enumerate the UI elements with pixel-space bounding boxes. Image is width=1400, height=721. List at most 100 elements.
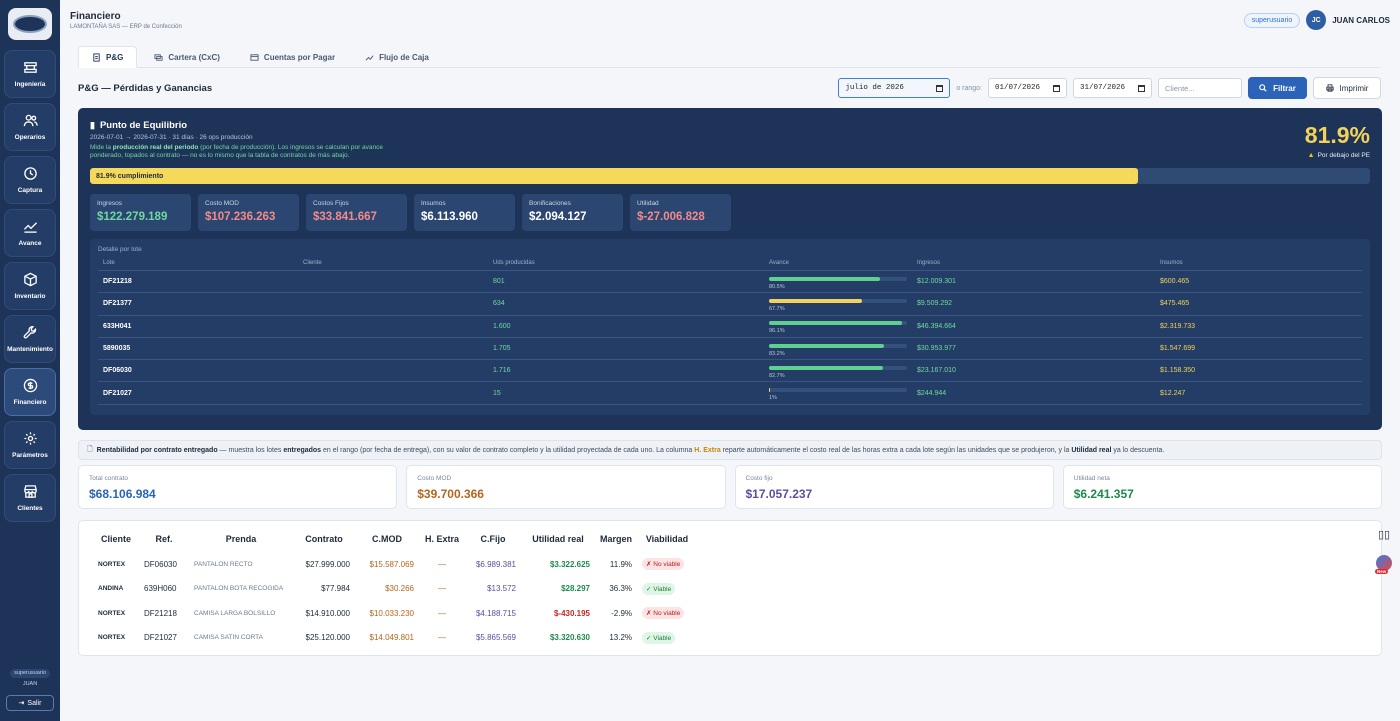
- lot-units: 1.600: [488, 315, 764, 338]
- contract-mod-cost: $10.033.230: [369, 608, 415, 618]
- range-label: o rango:: [956, 84, 982, 92]
- lot-income: $46.394.664: [912, 315, 1155, 338]
- right-floating-icons: ▯▯ New: [1375, 528, 1392, 574]
- filter-button[interactable]: Filtrar: [1248, 77, 1307, 99]
- company-logo[interactable]: [8, 8, 52, 40]
- credit-card-icon: [250, 53, 259, 61]
- main-area: Financiero LAMONTAÑA SAS — ERP de Confec…: [60, 0, 1400, 721]
- kpi-value: $122.279.189: [97, 211, 168, 223]
- contracts-column-header: Cliente: [100, 534, 131, 544]
- sidebar-item-ingenieria[interactable]: Ingeniería: [4, 50, 56, 98]
- contract-fixed-cost: $4.188.715: [475, 608, 516, 618]
- topbar: Financiero LAMONTAÑA SAS — ERP de Confec…: [60, 0, 1400, 40]
- break-even-period: 2026-07-01 → 2026-07-31 · 31 días · 26 o…: [90, 134, 253, 141]
- tab-cartera[interactable]: Cartera (CxC): [141, 46, 233, 68]
- lot-row[interactable]: 5890035 1.705 83.2% $30.953.977 $1.547.699: [98, 337, 1362, 361]
- lot-supplies: $475.465: [1155, 292, 1362, 316]
- sidebar-item-mantenimiento[interactable]: Mantenimiento: [4, 315, 56, 363]
- print-button[interactable]: Imprimir: [1313, 77, 1381, 99]
- section-header: P&G — Pérdidas y Ganancias julio de 2026…: [78, 76, 1381, 100]
- logout-label: Salir: [27, 699, 42, 707]
- sidebar-item-label: Ingeniería: [14, 81, 46, 88]
- contract-value: $27.999.000: [305, 559, 351, 569]
- document-icon: 🗋: [87, 445, 93, 453]
- date-from-field[interactable]: 01/07/2026: [988, 78, 1067, 98]
- calendar-icon: [936, 84, 944, 92]
- contract-row[interactable]: NORTEX DF21027 CAMISA SATIN CORTA $25.120.0…: [93, 626, 697, 651]
- contract-row[interactable]: NORTEX DF06030 PANTALON RECTO $27.999.000 $1…: [93, 552, 697, 577]
- month-picker[interactable]: julio de 2026: [838, 78, 951, 98]
- progress-percent: 80.5%: [769, 283, 785, 290]
- kpi-card: Bonificaciones $2.094.127: [522, 194, 623, 231]
- contract-client: ANDINA: [98, 585, 124, 593]
- summary-card: Total contrato $68.106.984: [78, 465, 398, 509]
- contract-fixed-cost: $6.989.381: [475, 559, 516, 569]
- lot-client: [298, 381, 488, 405]
- contract-client: NORTEX: [98, 609, 126, 617]
- compliance-bar: 81.9% cumplimiento: [90, 168, 1370, 184]
- sidebar-item-label: Operarios: [14, 134, 46, 141]
- date-to-value: 31/07/2026: [1080, 84, 1126, 92]
- sidebar-item-avance[interactable]: Avance: [4, 209, 56, 257]
- progress-bar-fill: [769, 388, 771, 393]
- lot-row[interactable]: DF06030 1.716 82.7% $23.167.010 $1.158.350: [98, 359, 1362, 383]
- break-even-card: ▮ Punto de Equilibrio 2026-07-01 → 2026-…: [78, 108, 1382, 430]
- lot-progress: 83.2%: [764, 337, 912, 361]
- lot-id: 633H041: [98, 315, 298, 338]
- summary-value: $68.106.984: [89, 487, 156, 501]
- print-label: Imprimir: [1339, 83, 1369, 93]
- progress-bar: [769, 343, 907, 348]
- contract-overtime: —: [438, 559, 446, 569]
- sidebar-item-label: Mantenimiento: [7, 346, 53, 353]
- whats-new-icon[interactable]: New: [1375, 555, 1392, 574]
- lot-id: 5890035: [98, 337, 298, 361]
- lot-row[interactable]: 633H041 1.600 96.1% $46.394.664 $2.319.733: [98, 315, 1362, 338]
- date-to-field[interactable]: 31/07/2026: [1073, 78, 1152, 98]
- lot-units: 634: [488, 292, 764, 316]
- gear-icon: [23, 432, 37, 445]
- kpi-card: Utilidad $-27.006.828: [630, 194, 731, 231]
- sidebar-item-label: Parámetros: [12, 452, 48, 459]
- kpi-value: $107.236.263: [205, 211, 276, 223]
- lot-supplies: $2.319.733: [1155, 315, 1362, 338]
- break-even-title-row: ▮ Punto de Equilibrio: [90, 120, 1370, 131]
- sidebar-item-captura[interactable]: Captura: [4, 156, 56, 204]
- lots-table: Lote Cliente Uds producidas Avance Ingresos I…: [98, 256, 1362, 405]
- progress-percent: 82.7%: [769, 372, 785, 379]
- contract-garment: PANTALON RECTO: [194, 560, 253, 568]
- tab-pyg[interactable]: P&G: [78, 46, 138, 68]
- username[interactable]: JUAN CARLOS: [1332, 15, 1390, 25]
- client-filter-input[interactable]: Cliente...: [1158, 78, 1242, 98]
- progress-bar: [769, 321, 907, 326]
- book-icon[interactable]: ▯▯: [1377, 529, 1391, 541]
- lot-units: 1.705: [488, 337, 764, 361]
- contract-row[interactable]: NORTEX DF21218 CAMISA LARGA BOLSILLO $14.91…: [93, 601, 697, 626]
- lot-income: $244.944: [912, 381, 1155, 405]
- lots-detail-title: Detalle por lote: [98, 246, 142, 253]
- logout-button[interactable]: ⇥ Salir: [6, 695, 54, 711]
- logout-icon: ⇥: [18, 700, 25, 707]
- users-icon: [23, 114, 38, 127]
- sidebar-item-clientes[interactable]: Clientes: [4, 474, 56, 522]
- sidebar-item-parametros[interactable]: Parámetros: [4, 421, 56, 469]
- lot-client: [298, 315, 488, 338]
- avatar[interactable]: JC: [1306, 10, 1327, 30]
- store-icon: [23, 485, 37, 498]
- progress-bar: [769, 298, 907, 303]
- sidebar-user: superusuario JUAN ⇥ Salir: [0, 669, 60, 711]
- sidebar-item-financiero[interactable]: Financiero: [4, 368, 56, 416]
- tab-cuentas-por-pagar[interactable]: Cuentas por Pagar: [237, 46, 348, 68]
- lot-row[interactable]: DF21218 801 80.5% $12.009.301 $600.465: [98, 270, 1362, 294]
- tab-flujo-de-caja[interactable]: Flujo de Caja: [352, 46, 442, 68]
- contract-margin: 11.9%: [609, 559, 633, 569]
- bar-chart-icon: ▮: [90, 120, 95, 130]
- progress-percent: 83.2%: [769, 350, 785, 357]
- lot-supplies: $600.465: [1155, 270, 1362, 294]
- lots-column-header: Lote: [98, 256, 298, 271]
- kpi-label: Bonificaciones: [529, 200, 571, 207]
- sidebar-item-operarios[interactable]: Operarios: [4, 103, 56, 151]
- lot-row[interactable]: DF21377 634 67.7% $9.509.292 $475.465: [98, 292, 1362, 316]
- contract-row[interactable]: ANDINA 639H060 PANTALON BOTA RECOGIDA $77.9…: [93, 577, 697, 602]
- sidebar-item-inventario[interactable]: Inventario: [4, 262, 56, 310]
- lot-row[interactable]: DF21027 15 1% $244.944 $12.247: [98, 381, 1362, 405]
